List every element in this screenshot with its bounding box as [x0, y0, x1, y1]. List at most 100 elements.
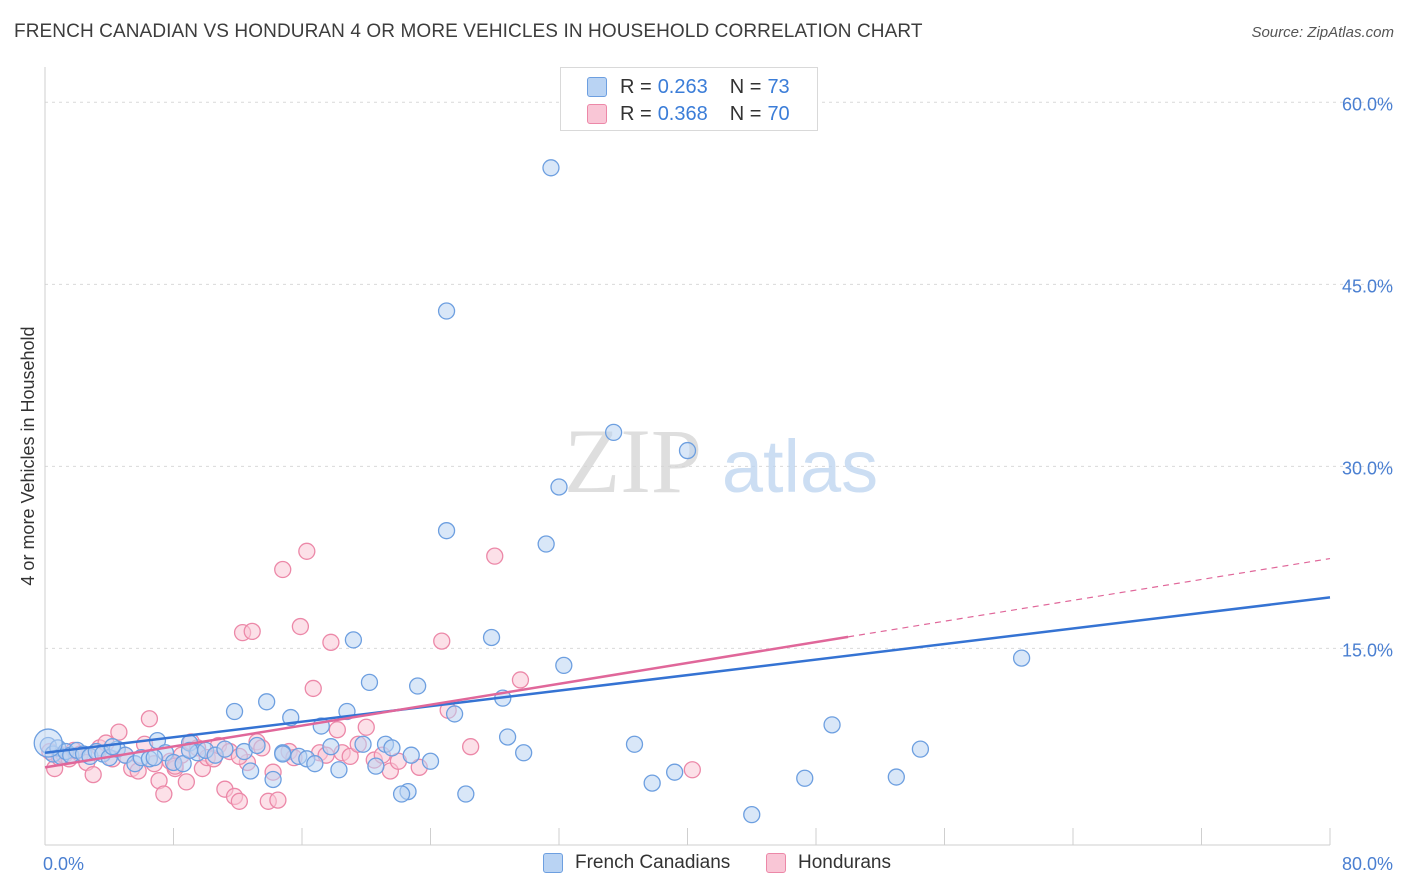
legend-swatch-blue	[543, 853, 563, 873]
trendline-honduran-extension	[848, 557, 1331, 638]
data-point-honduran	[322, 633, 340, 651]
data-point-honduran	[357, 718, 375, 736]
data-point-french	[678, 441, 697, 460]
legend-n-value: 73	[767, 75, 790, 98]
correlation-legend: R = 0.263 N = 73 R = 0.368 N = 70	[560, 67, 818, 131]
data-point-french	[887, 768, 905, 786]
data-point-honduran	[274, 560, 292, 579]
data-point-french	[537, 535, 555, 553]
data-point-french	[515, 744, 533, 762]
legend-r-value: 0.263	[657, 75, 708, 98]
data-point-french	[437, 522, 456, 540]
data-point-honduran	[486, 547, 504, 565]
data-point-french	[103, 738, 122, 756]
data-point-french	[555, 656, 573, 675]
data-point-french	[445, 705, 464, 723]
legend-item-french-canadians[interactable]: French Canadians	[543, 852, 730, 874]
data-point-french	[367, 757, 385, 775]
data-point-honduran	[230, 792, 249, 810]
data-point-french	[498, 728, 517, 746]
data-point-french	[264, 770, 282, 789]
data-point-french	[437, 302, 456, 320]
data-point-honduran	[110, 723, 128, 741]
data-point-french	[258, 693, 276, 711]
data-point-french	[743, 806, 761, 824]
data-point-french	[383, 739, 401, 757]
watermark: ZIP atlas	[564, 410, 878, 512]
legend-r-label: R =	[620, 102, 652, 125]
legend-r-value: 0.368	[657, 102, 708, 125]
tick-labels: 15.0% 30.0% 45.0% 60.0% 0.0% 80.0%	[43, 94, 1393, 874]
data-point-honduran	[462, 738, 480, 756]
data-point-french	[306, 755, 324, 773]
data-point-honduran	[683, 761, 701, 779]
watermark-atlas: atlas	[722, 425, 878, 508]
data-point-honduran	[243, 622, 261, 641]
data-point-french	[145, 748, 163, 767]
legend-label-honduran: Hondurans	[798, 852, 891, 873]
data-point-french	[216, 740, 234, 758]
data-point-honduran	[433, 632, 451, 650]
data-point-french	[225, 702, 244, 721]
legend-swatch-blue	[587, 77, 607, 97]
data-point-honduran	[328, 721, 346, 739]
x-tick-label: 80.0%	[1342, 854, 1393, 874]
data-point-honduran	[304, 679, 322, 698]
legend-r-label: R =	[620, 75, 652, 98]
source-label: Source: ZipAtlas.com	[1251, 24, 1394, 41]
legend-label-french: French Canadians	[575, 852, 731, 873]
y-tick-label: 15.0%	[1342, 640, 1393, 660]
data-point-french	[402, 746, 420, 764]
data-point-french	[330, 761, 348, 779]
data-point-honduran	[84, 765, 102, 784]
data-point-french	[322, 738, 340, 756]
trendline-honduran	[44, 635, 849, 769]
trend-lines	[44, 557, 1331, 769]
data-point-french	[180, 741, 199, 759]
series-french-canadians	[33, 159, 1031, 824]
y-axis-label: 4 or more Vehicles in Household	[18, 326, 38, 585]
legend-row-honduran: R = 0.368 N = 70	[561, 100, 790, 128]
data-point-french	[604, 423, 623, 442]
data-point-french	[796, 769, 814, 787]
data-point-french	[274, 745, 292, 763]
series-legend: French Canadians Hondurans	[0, 852, 1406, 878]
data-point-french	[408, 677, 427, 695]
y-tick-label: 60.0%	[1342, 94, 1393, 114]
data-point-french	[354, 735, 372, 753]
data-point-honduran	[341, 747, 359, 766]
data-point-honduran	[140, 710, 159, 728]
trendline-french	[44, 596, 1331, 755]
data-point-honduran	[291, 617, 310, 636]
data-point-french	[392, 785, 411, 803]
data-point-honduran	[269, 791, 287, 809]
legend-swatch-pink	[587, 104, 607, 124]
legend-n-label: N =	[729, 75, 762, 98]
data-point-french	[542, 159, 560, 177]
data-point-french-cluster	[33, 728, 63, 758]
legend-row-french: R = 0.263 N = 73	[561, 73, 790, 101]
data-point-french	[666, 763, 684, 781]
data-point-french	[625, 735, 644, 753]
legend-n-value: 70	[767, 102, 790, 125]
data-point-french	[241, 762, 260, 780]
data-point-french	[823, 716, 841, 734]
data-point-honduran	[298, 542, 316, 560]
y-tick-label: 30.0%	[1342, 458, 1393, 478]
data-point-french	[344, 631, 363, 649]
chart-title: FRENCH CANADIAN VS HONDURAN 4 OR MORE VE…	[14, 21, 923, 42]
data-point-french	[421, 752, 440, 770]
legend-swatch-pink	[766, 853, 786, 873]
data-point-french	[457, 785, 475, 803]
watermark-zip: ZIP	[564, 410, 702, 512]
data-point-french	[360, 673, 379, 692]
x-tick-label: 0.0%	[43, 854, 84, 874]
legend-n-label: N =	[729, 102, 762, 125]
data-point-french	[550, 478, 568, 496]
data-point-french	[911, 740, 930, 758]
axes	[44, 67, 1331, 846]
legend-item-hondurans[interactable]: Hondurans	[766, 852, 891, 874]
gridlines	[45, 101, 1392, 649]
data-point-french	[482, 628, 501, 647]
